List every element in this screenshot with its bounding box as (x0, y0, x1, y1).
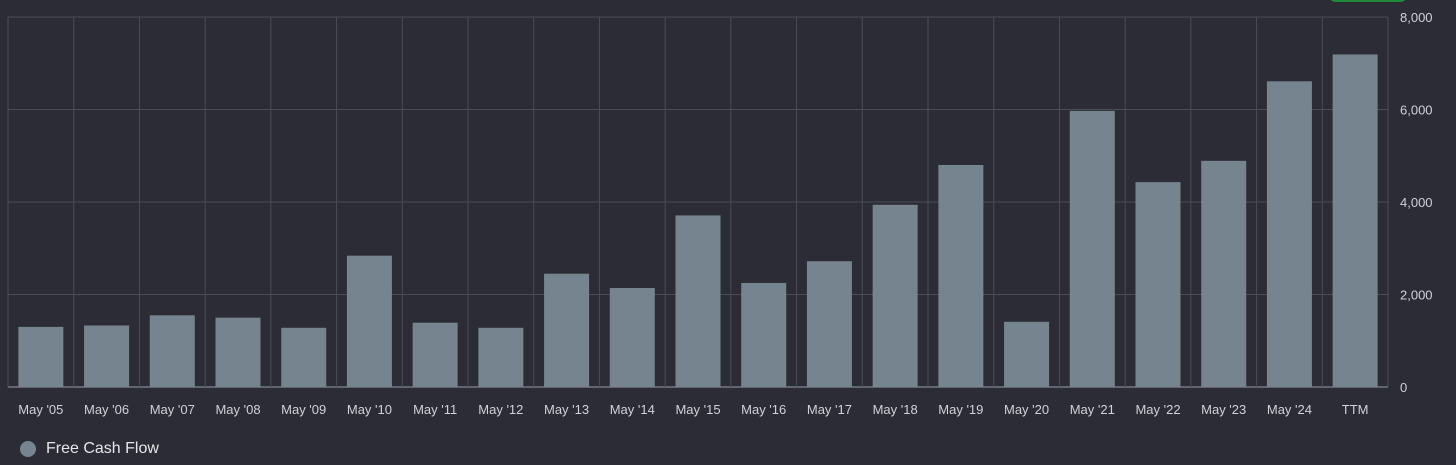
x-tick-label: May '07 (150, 402, 195, 417)
y-tick-label: 8,000 (1400, 10, 1433, 25)
y-tick-label: 2,000 (1400, 288, 1433, 303)
x-tick-label: May '11 (413, 402, 457, 417)
y-tick-label: 0 (1400, 380, 1407, 395)
legend-label-free-cash-flow: Free Cash Flow (46, 440, 159, 457)
x-tick-label: May '18 (873, 402, 918, 417)
bar (412, 322, 458, 387)
x-tick-label: May '13 (544, 402, 589, 417)
x-tick-label: May '17 (807, 402, 852, 417)
top-status-pill (1328, 0, 1408, 2)
legend-swatch (20, 441, 36, 457)
x-tick-label: May '08 (215, 402, 260, 417)
x-tick-label: TTM (1342, 402, 1369, 417)
x-tick-label: May '15 (675, 402, 720, 417)
x-tick-label: May '12 (478, 402, 523, 417)
bar (872, 204, 918, 387)
y-tick-label: 6,000 (1400, 103, 1433, 118)
x-tick-label: May '16 (741, 402, 786, 417)
bar (1004, 321, 1050, 387)
bar (1069, 110, 1115, 387)
x-tick-label: May '06 (84, 402, 129, 417)
bar (478, 327, 524, 387)
bar (675, 215, 721, 387)
bar (544, 273, 590, 387)
y-tick-label: 4,000 (1400, 195, 1433, 210)
x-tick-label: May '09 (281, 402, 326, 417)
x-tick-label: May '21 (1070, 402, 1115, 417)
x-tick-label: May '24 (1267, 402, 1312, 417)
bar (1332, 54, 1378, 388)
x-tick-label: May '20 (1004, 402, 1049, 417)
x-axis-ticks: May '05 May '06 May '07 May '08 May '09 May '… (18, 402, 1368, 417)
x-tick-label: May '22 (1135, 402, 1180, 417)
bar (215, 317, 261, 387)
bars (18, 54, 1378, 388)
bar (1201, 160, 1247, 387)
bar (1135, 182, 1181, 387)
bar (346, 255, 392, 387)
bar (18, 326, 64, 387)
bar (938, 165, 984, 387)
bar (1266, 81, 1312, 387)
x-tick-label: May '23 (1201, 402, 1246, 417)
grid-lines (7, 16, 1389, 388)
bar (806, 261, 852, 387)
x-tick-label: May '19 (938, 402, 983, 417)
bar (741, 282, 787, 387)
x-tick-label: May '10 (347, 402, 392, 417)
legend[interactable]: Free Cash Flow (20, 440, 159, 458)
bar (281, 327, 327, 387)
bar (609, 288, 655, 387)
bar (84, 325, 130, 387)
y-axis-ticks: 0 2,000 4,000 6,000 8,000 (1400, 10, 1433, 395)
x-tick-label: May '14 (610, 402, 655, 417)
x-tick-label: May '05 (18, 402, 63, 417)
bar (149, 315, 195, 387)
